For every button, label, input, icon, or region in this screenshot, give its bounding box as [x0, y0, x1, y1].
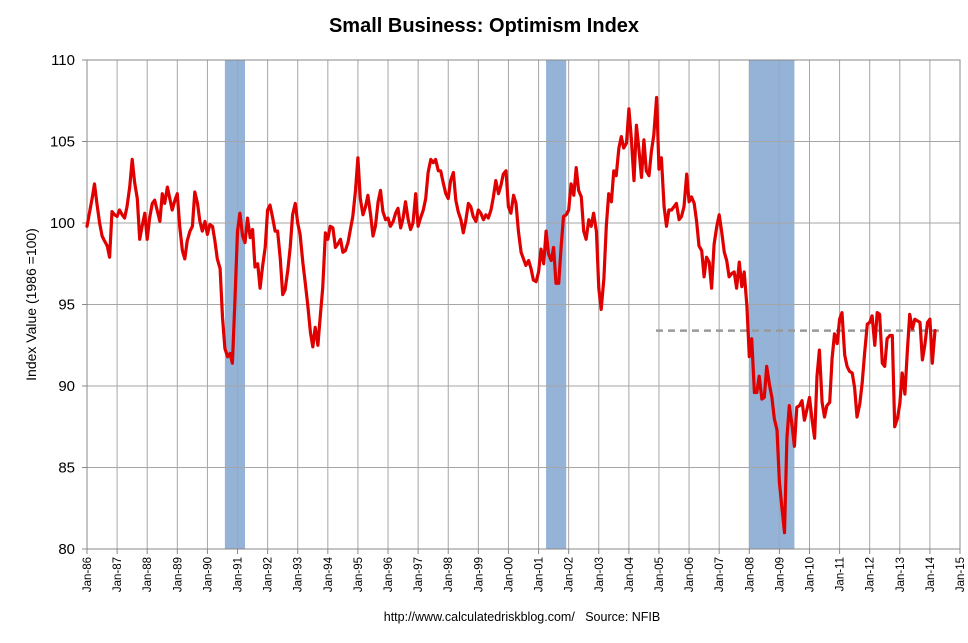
- y-tick-label: 105: [50, 134, 75, 151]
- x-axis-ticks: Jan-86 Jan-87 Jan-88 Jan-89 Jan-90 Jan-91 Jan-…: [82, 549, 967, 592]
- x-tick-label: Jan-91: [233, 557, 245, 592]
- x-tick-label: Jan-08: [744, 557, 756, 592]
- x-tick-label: Jan-05: [654, 557, 666, 592]
- x-tick-label: Jan-97: [413, 557, 425, 592]
- x-tick-label: Jan-11: [835, 557, 847, 591]
- y-tick-label: 90: [58, 378, 75, 395]
- x-tick-label: Jan-88: [142, 557, 154, 592]
- x-tick-label: Jan-01: [534, 557, 546, 592]
- x-tick-label: Jan-07: [714, 557, 726, 592]
- x-tick-label: Jan-10: [804, 557, 816, 592]
- x-tick-label: Jan-09: [774, 557, 786, 592]
- x-tick-label: Jan-93: [293, 557, 305, 592]
- x-tick-label: Jan-90: [202, 557, 214, 592]
- x-tick-label: Jan-03: [594, 557, 606, 592]
- x-tick-label: Jan-02: [564, 557, 576, 592]
- y-tick-label: 110: [51, 52, 75, 69]
- x-tick-label: Jan-87: [112, 557, 124, 592]
- y-axis-ticks: 80 85 90 95 100 105 110: [50, 52, 87, 558]
- x-tick-label: Jan-12: [865, 557, 877, 592]
- y-tick-label: 80: [58, 541, 75, 558]
- x-tick-label: Jan-14: [925, 556, 937, 592]
- x-tick-label: Jan-95: [353, 557, 365, 592]
- x-tick-label: Jan-15: [955, 557, 967, 592]
- y-tick-label: 85: [58, 460, 75, 477]
- y-tick-label: 95: [58, 297, 75, 314]
- x-tick-label: Jan-92: [263, 557, 275, 592]
- x-tick-label: Jan-94: [323, 556, 335, 592]
- x-tick-label: Jan-04: [624, 556, 636, 592]
- y-tick-label: 100: [50, 215, 75, 232]
- x-tick-label: Jan-89: [172, 557, 184, 592]
- y-axis-label: Index Value (1986 =100): [23, 228, 39, 381]
- series-layer: [85, 95, 937, 535]
- x-tick-label: Jan-13: [895, 557, 907, 592]
- x-tick-label: Jan-06: [684, 557, 696, 592]
- series-line-1: [85, 95, 937, 535]
- chart-title: Small Business: Optimism Index: [329, 15, 639, 37]
- x-tick-label: Jan-86: [82, 557, 94, 592]
- source-caption: http://www.calculatedriskblog.com/ Sourc…: [384, 610, 661, 624]
- x-tick-label: Jan-99: [473, 557, 485, 592]
- x-tick-label: Jan-98: [443, 557, 455, 592]
- x-tick-label: Jan-96: [383, 557, 395, 592]
- x-tick-label: Jan-00: [503, 557, 515, 592]
